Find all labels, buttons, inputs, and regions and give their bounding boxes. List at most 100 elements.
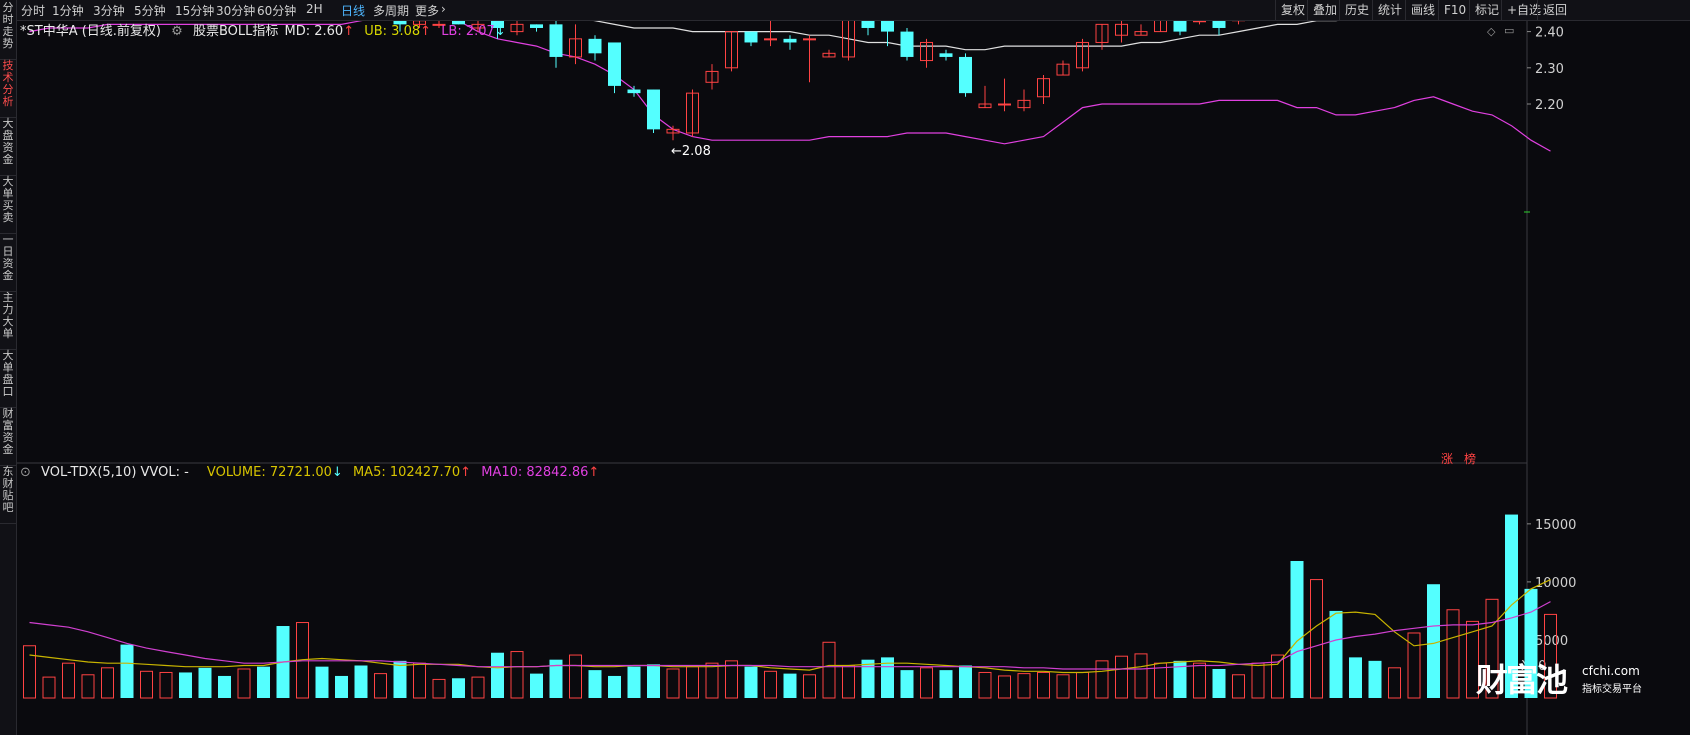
candle <box>783 35 797 50</box>
volume-bar-up <box>23 645 36 699</box>
candle-body-down <box>608 42 621 86</box>
sidebar-item-4[interactable]: 大单买卖 <box>0 174 16 234</box>
more-chevron-icon[interactable]: › <box>441 2 446 16</box>
candle-body-up <box>1115 23 1128 36</box>
period-tab-9[interactable]: 多周期 <box>373 4 410 18</box>
candle <box>978 85 992 109</box>
candle <box>920 38 933 68</box>
candle-body-up <box>432 23 446 26</box>
diamond-icon[interactable]: ◇ <box>1487 25 1496 38</box>
volume-bar-down <box>218 675 231 698</box>
period-tab-10[interactable]: 更多 <box>415 4 440 18</box>
period-tab-8[interactable]: 日线 <box>341 4 366 18</box>
toolbar-btn-0[interactable]: 复权 <box>1275 0 1310 20</box>
sidebar-item-8[interactable]: 财富资金 <box>0 406 16 466</box>
period-tab-4[interactable]: 15分钟 <box>175 4 215 18</box>
candle <box>1017 89 1031 112</box>
toolbar-btn-5[interactable]: F10 <box>1438 0 1471 20</box>
boll-lb-line <box>29 21 1551 152</box>
candle <box>861 21 875 36</box>
stock-chart[interactable]: 2.202.302.402.502.602.702.802.903.005000… <box>17 21 1690 735</box>
candle-body-up <box>1095 23 1109 43</box>
volume-bar-down <box>1212 668 1226 698</box>
md-text: MD: 2.60 <box>284 24 344 39</box>
toolbar-btn-3[interactable]: 统计 <box>1372 0 1407 20</box>
volume-bar-up <box>1544 613 1557 699</box>
lb-text: LB: 2.07 <box>441 24 495 39</box>
period-tab-1[interactable]: 1分钟 <box>52 4 84 18</box>
period-tab-7[interactable]: 2H <box>306 2 323 16</box>
candle <box>627 85 641 97</box>
candle <box>705 64 719 90</box>
candle <box>588 35 602 61</box>
volume-bar-up <box>1407 632 1421 699</box>
period-tab-2[interactable]: 3分钟 <box>93 4 125 18</box>
candle <box>608 42 621 94</box>
volume-bar-down <box>900 670 914 698</box>
candle-body-up <box>978 103 992 109</box>
volume-bar-down <box>530 673 543 698</box>
sidebar-item-9[interactable]: 东财贴吧 <box>0 464 16 524</box>
candle <box>491 21 504 39</box>
candle-body-up <box>725 31 738 69</box>
toolbar-btn-7[interactable]: +自选 <box>1501 0 1546 20</box>
period-tab-3[interactable]: 5分钟 <box>134 4 166 18</box>
candle <box>686 89 699 137</box>
candle-body-up <box>1017 99 1031 109</box>
volume-bar-down <box>1427 584 1440 698</box>
left-sidebar: 分时走势 技术分析 大盘资金 大单买卖 一日资金 主力大单 大单盘口 财富资金 东财贴吧 <box>0 0 17 735</box>
candle-body-up <box>1193 21 1206 23</box>
volume-bar-up <box>1193 662 1206 699</box>
volume-bar-up <box>1485 598 1499 699</box>
candle <box>959 53 972 97</box>
candle <box>530 24 543 32</box>
toolbar-btn-4[interactable]: 画线 <box>1405 0 1440 20</box>
volume-bar-down <box>627 666 641 698</box>
volume-bar-down <box>315 666 329 698</box>
sidebar-item-6[interactable]: 主力大单 <box>0 290 16 350</box>
candle-body-up <box>920 41 933 62</box>
settings-icon[interactable]: ⚙ <box>171 24 183 39</box>
boll-md-line <box>593 21 1338 51</box>
volume-bar-down <box>939 670 953 698</box>
candle <box>432 21 446 28</box>
toolbar-btn-8[interactable]: 返回 <box>1537 0 1572 20</box>
period-tab-5[interactable]: 30分钟 <box>216 4 256 18</box>
volume-bar-up <box>471 676 485 699</box>
candle-body-up <box>803 38 816 41</box>
candle-body-up <box>666 128 680 134</box>
candle <box>822 49 836 58</box>
candle <box>939 49 953 61</box>
volume-bar-down <box>120 644 134 698</box>
ub-value: UB: 3.08↑ <box>364 24 431 39</box>
candle-body-down <box>647 89 660 130</box>
volume-bar-up <box>237 668 251 699</box>
candle-body-down <box>530 24 543 28</box>
candle-body-up <box>471 23 485 29</box>
volume-bar-down <box>1329 610 1343 698</box>
toolbar-btn-6[interactable]: 标记 <box>1469 0 1504 20</box>
period-tab-6[interactable]: 60分钟 <box>257 4 297 18</box>
sidebar-item-3[interactable]: 大盘资金 <box>0 116 16 176</box>
toolbar-btn-1[interactable]: 叠加 <box>1307 0 1342 20</box>
volume-bar-down <box>1368 660 1382 698</box>
toolbar-btn-2[interactable]: 历史 <box>1339 0 1374 20</box>
ma10-arrow-icon: ↑ <box>588 465 600 480</box>
volume-bar-up <box>81 674 95 699</box>
candle <box>569 24 582 65</box>
sidebar-item-1[interactable]: 分时走势 <box>0 0 16 60</box>
sidebar-item-2[interactable]: 技术分析 <box>0 58 16 118</box>
sidebar-item-5[interactable]: 一日资金 <box>0 232 16 292</box>
indicator-name[interactable]: 股票BOLL指标 <box>192 24 279 39</box>
vol-indicator-name[interactable]: VOL-TDX(5,10) VVOL: - <box>41 465 189 480</box>
volume-bar-up <box>1310 579 1323 699</box>
volume-bar-up <box>1232 674 1245 699</box>
period-tab-0[interactable]: 分时 <box>21 4 46 18</box>
candle <box>1154 21 1167 33</box>
collapse-icon[interactable]: ⊙ <box>20 465 31 480</box>
brand-name: 财富池 <box>1476 661 1568 699</box>
window-icon[interactable]: ▭ <box>1504 24 1515 37</box>
sidebar-item-7[interactable]: 大单盘口 <box>0 348 16 408</box>
candle <box>393 21 407 32</box>
volume-bar-up <box>1095 660 1109 699</box>
